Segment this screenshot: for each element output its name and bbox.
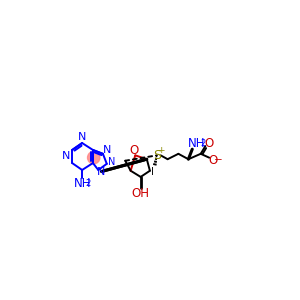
Text: 2: 2 xyxy=(86,178,91,188)
Text: NH: NH xyxy=(74,177,91,190)
Text: N: N xyxy=(97,167,106,176)
Text: N: N xyxy=(62,151,70,161)
Text: +: + xyxy=(157,146,164,155)
Text: O: O xyxy=(129,144,138,157)
Text: I: I xyxy=(151,167,154,177)
Text: NH: NH xyxy=(188,137,206,150)
Text: S: S xyxy=(153,149,161,162)
Text: −: − xyxy=(214,155,223,165)
Text: O: O xyxy=(205,137,214,150)
Text: N: N xyxy=(108,157,115,166)
Text: N: N xyxy=(78,132,86,142)
Text: N: N xyxy=(103,145,111,155)
Text: O: O xyxy=(208,154,218,167)
Text: OH: OH xyxy=(132,187,150,200)
Text: 2: 2 xyxy=(200,139,206,148)
Circle shape xyxy=(88,152,100,164)
